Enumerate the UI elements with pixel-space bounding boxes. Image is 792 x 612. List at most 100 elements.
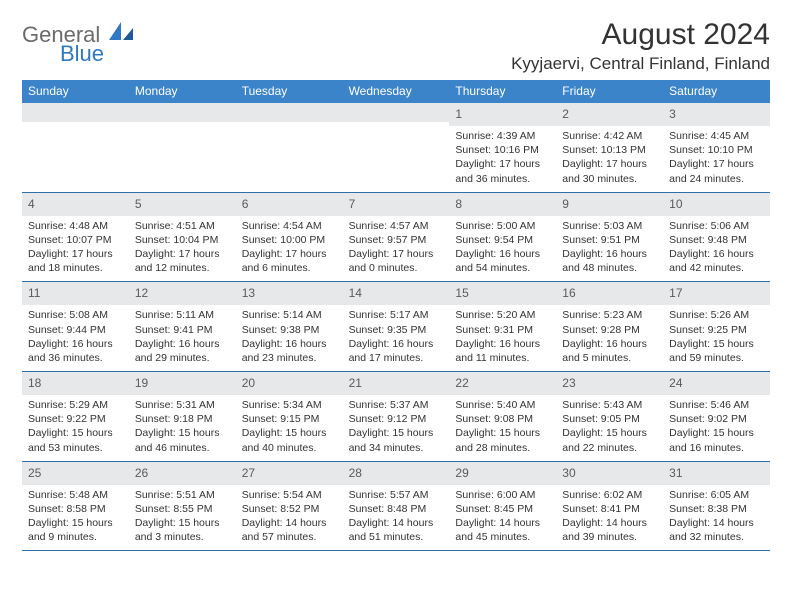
sunrise-line: Sunrise: 6:05 AM	[669, 488, 764, 502]
daylight-line-2: and 12 minutes.	[135, 261, 230, 275]
sunset-line: Sunset: 10:04 PM	[135, 233, 230, 247]
daylight-line-2: and 17 minutes.	[349, 351, 444, 365]
sunset-line: Sunset: 9:28 PM	[562, 323, 657, 337]
sunset-line: Sunset: 8:58 PM	[28, 502, 123, 516]
daylight-line-1: Daylight: 17 hours	[455, 157, 550, 171]
sunset-line: Sunset: 8:48 PM	[349, 502, 444, 516]
day-number: 19	[135, 376, 148, 390]
daylight-line-2: and 6 minutes.	[242, 261, 337, 275]
daylight-line-2: and 34 minutes.	[349, 441, 444, 455]
day-cell: 30Sunrise: 6:02 AMSunset: 8:41 PMDayligh…	[556, 462, 663, 551]
day-body: Sunrise: 5:23 AMSunset: 9:28 PMDaylight:…	[556, 305, 663, 371]
daylight-line-1: Daylight: 17 hours	[242, 247, 337, 261]
week-row: 1Sunrise: 4:39 AMSunset: 10:16 PMDayligh…	[22, 103, 770, 193]
sunrise-line: Sunrise: 5:14 AM	[242, 308, 337, 322]
day-cell: 24Sunrise: 5:46 AMSunset: 9:02 PMDayligh…	[663, 372, 770, 461]
day-number: 6	[242, 197, 249, 211]
day-number: 11	[28, 286, 40, 300]
sunset-line: Sunset: 9:12 PM	[349, 412, 444, 426]
day-number: 29	[455, 466, 468, 480]
daylight-line-1: Daylight: 16 hours	[455, 247, 550, 261]
sunset-line: Sunset: 9:51 PM	[562, 233, 657, 247]
day-body: Sunrise: 5:48 AMSunset: 8:58 PMDaylight:…	[22, 485, 129, 551]
sunset-line: Sunset: 8:45 PM	[455, 502, 550, 516]
sunset-line: Sunset: 9:35 PM	[349, 323, 444, 337]
day-number-strip: 2	[556, 103, 663, 126]
day-number: 28	[349, 466, 362, 480]
day-number: 2	[562, 107, 569, 121]
day-cell: 25 Sunrise: 5:48 AMSunset: 8:58 PMDayligh…	[22, 462, 129, 551]
sunrise-line: Sunrise: 6:02 AM	[562, 488, 657, 502]
day-number-strip: 30	[556, 462, 663, 485]
day-number-strip: 11	[22, 282, 129, 305]
calendar-grid: SundayMondayTuesdayWednesdayThursdayFrid…	[22, 80, 770, 551]
sunrise-line: Sunrise: 5:08 AM	[28, 308, 123, 322]
sunset-line: Sunset: 9:44 PM	[28, 323, 123, 337]
sunrise-line: Sunrise: 5:20 AM	[455, 308, 550, 322]
daylight-line-1: Daylight: 14 hours	[669, 516, 764, 530]
sunrise-line: Sunrise: 4:51 AM	[135, 219, 230, 233]
daylight-line-2: and 48 minutes.	[562, 261, 657, 275]
sunset-line: Sunset: 9:31 PM	[455, 323, 550, 337]
weekday-header: Friday	[556, 80, 663, 103]
sunrise-line: Sunrise: 5:54 AM	[242, 488, 337, 502]
sunrise-line: Sunrise: 4:54 AM	[242, 219, 337, 233]
day-cell: 15Sunrise: 5:20 AMSunset: 9:31 PMDayligh…	[449, 282, 556, 371]
day-body: Sunrise: 5:26 AMSunset: 9:25 PMDaylight:…	[663, 305, 770, 371]
day-number-strip: 26	[129, 462, 236, 485]
weeks-container: 1Sunrise: 4:39 AMSunset: 10:16 PMDayligh…	[22, 103, 770, 551]
sunset-line: Sunset: 8:55 PM	[135, 502, 230, 516]
day-number: 17	[669, 286, 682, 300]
daylight-line-2: and 29 minutes.	[135, 351, 230, 365]
daylight-line-2: and 9 minutes.	[28, 530, 123, 544]
day-number-strip: 5	[129, 193, 236, 216]
daylight-line-1: Daylight: 15 hours	[349, 426, 444, 440]
day-cell	[236, 103, 343, 192]
daylight-line-2: and 53 minutes.	[28, 441, 123, 455]
day-cell: 9Sunrise: 5:03 AMSunset: 9:51 PMDaylight…	[556, 193, 663, 282]
sunset-line: Sunset: 9:18 PM	[135, 412, 230, 426]
day-number-strip: 7	[343, 193, 450, 216]
sunset-line: Sunset: 9:08 PM	[455, 412, 550, 426]
title-block: August 2024 Kyyjaervi, Central Finland, …	[511, 18, 770, 74]
day-body: Sunrise: 4:48 AMSunset: 10:07 PMDaylight…	[22, 216, 129, 282]
daylight-line-1: Daylight: 17 hours	[135, 247, 230, 261]
week-row: 18Sunrise: 5:29 AMSunset: 9:22 PMDayligh…	[22, 372, 770, 462]
day-cell: 1Sunrise: 4:39 AMSunset: 10:16 PMDayligh…	[449, 103, 556, 192]
sunset-line: Sunset: 9:25 PM	[669, 323, 764, 337]
daylight-line-1: Daylight: 15 hours	[28, 516, 123, 530]
sunset-line: Sunset: 8:38 PM	[669, 502, 764, 516]
day-number-strip: 16	[556, 282, 663, 305]
weekday-header: Saturday	[663, 80, 770, 103]
daylight-line-2: and 22 minutes.	[562, 441, 657, 455]
empty-day-strip	[22, 103, 129, 122]
week-row: 4Sunrise: 4:48 AMSunset: 10:07 PMDayligh…	[22, 193, 770, 283]
sunrise-line: Sunrise: 5:51 AM	[135, 488, 230, 502]
daylight-line-1: Daylight: 16 hours	[28, 337, 123, 351]
sunrise-line: Sunrise: 5:23 AM	[562, 308, 657, 322]
day-cell: 4Sunrise: 4:48 AMSunset: 10:07 PMDayligh…	[22, 193, 129, 282]
day-number: 13	[242, 286, 255, 300]
day-cell: 10Sunrise: 5:06 AMSunset: 9:48 PMDayligh…	[663, 193, 770, 282]
day-number: 24	[669, 376, 682, 390]
day-number-strip: 27	[236, 462, 343, 485]
weekday-header-row: SundayMondayTuesdayWednesdayThursdayFrid…	[22, 80, 770, 103]
daylight-line-1: Daylight: 16 hours	[135, 337, 230, 351]
day-number: 21	[349, 376, 362, 390]
daylight-line-1: Daylight: 16 hours	[669, 247, 764, 261]
day-cell: 11 Sunrise: 5:08 AMSunset: 9:44 PMDayligh…	[22, 282, 129, 371]
daylight-line-2: and 16 minutes.	[669, 441, 764, 455]
sunset-line: Sunset: 9:15 PM	[242, 412, 337, 426]
day-body: Sunrise: 5:54 AMSunset: 8:52 PMDaylight:…	[236, 485, 343, 551]
empty-day-strip	[129, 103, 236, 122]
day-number: 7	[349, 197, 356, 211]
daylight-line-1: Daylight: 15 hours	[669, 337, 764, 351]
day-body: Sunrise: 5:57 AMSunset: 8:48 PMDaylight:…	[343, 485, 450, 551]
day-number: 25	[28, 466, 41, 480]
daylight-line-1: Daylight: 14 hours	[455, 516, 550, 530]
weekday-header: Tuesday	[236, 80, 343, 103]
day-number: 30	[562, 466, 575, 480]
daylight-line-1: Daylight: 15 hours	[135, 426, 230, 440]
daylight-line-2: and 5 minutes.	[562, 351, 657, 365]
day-cell: 22Sunrise: 5:40 AMSunset: 9:08 PMDayligh…	[449, 372, 556, 461]
